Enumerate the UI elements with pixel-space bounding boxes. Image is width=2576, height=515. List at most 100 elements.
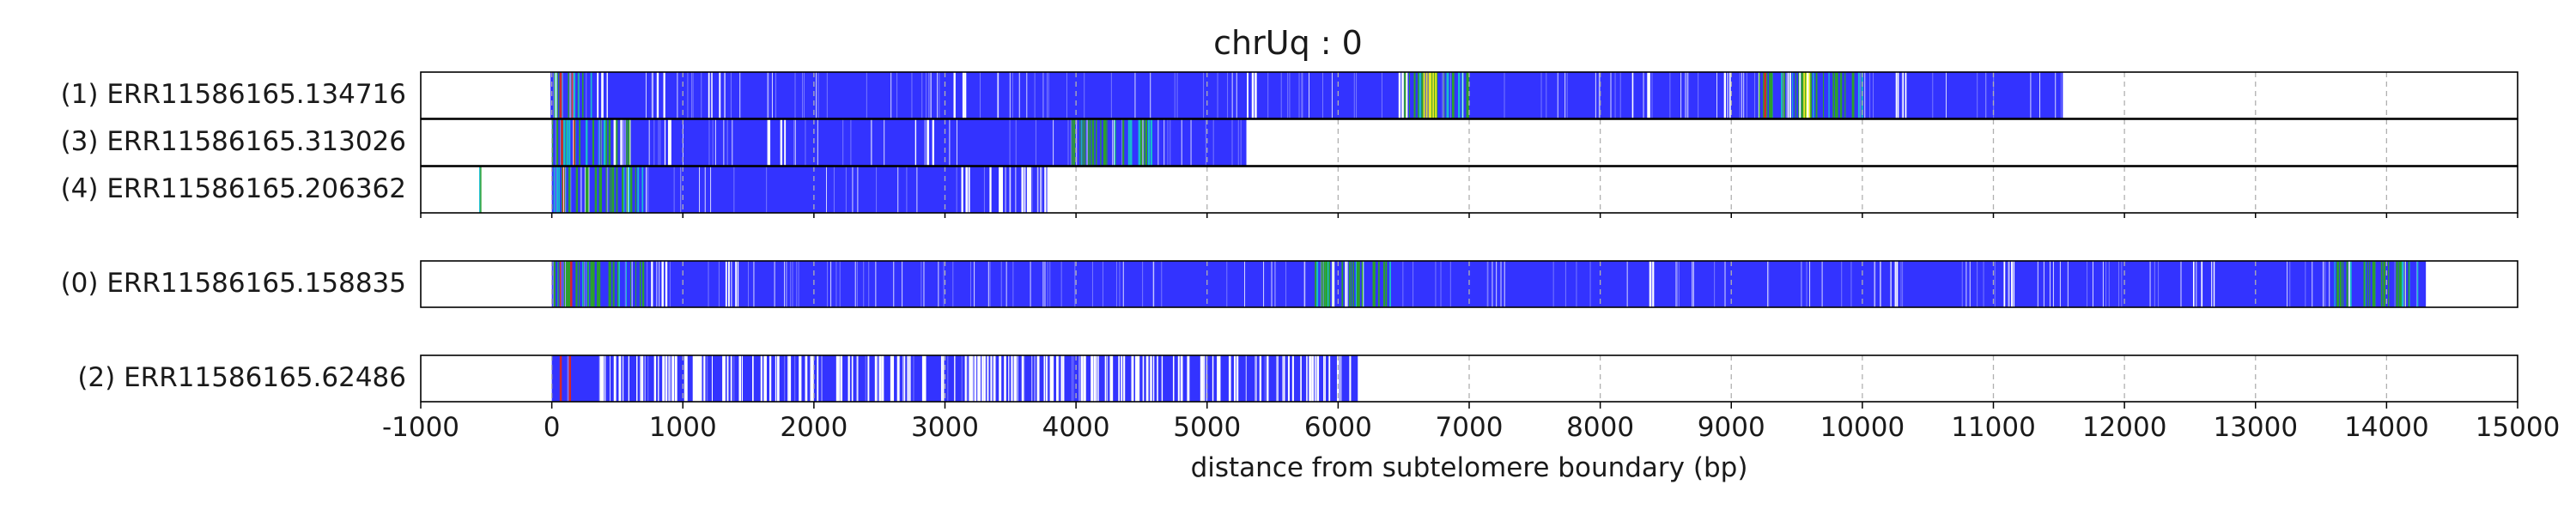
- texture-stripe: [1041, 167, 1042, 213]
- texture-stripe: [2329, 261, 2330, 307]
- green-stripe: [1348, 261, 1351, 307]
- green-stripe: [609, 119, 611, 166]
- gap-stripe: [1631, 72, 1634, 118]
- green-stripe: [557, 261, 559, 307]
- texture-stripe: [1134, 72, 1136, 118]
- gap-stripe: [1406, 72, 1408, 118]
- gap-stripe: [835, 355, 839, 402]
- gap-stripe: [1266, 355, 1269, 402]
- gap-stripe: [700, 355, 702, 402]
- texture-stripe: [1114, 119, 1115, 166]
- texture-stripe: [645, 72, 647, 118]
- texture-stripe: [680, 167, 682, 213]
- gap-stripe: [775, 355, 777, 402]
- gap-stripe: [1036, 355, 1040, 402]
- texture-stripe: [739, 72, 741, 118]
- green-stripe: [585, 119, 588, 166]
- gap-stripe: [1807, 72, 1809, 118]
- texture-stripe: [1226, 261, 1228, 307]
- texture-stripe: [584, 167, 586, 213]
- gap-stripe: [1043, 355, 1046, 402]
- green-stripe: [639, 261, 641, 307]
- gap-stripe: [719, 72, 721, 118]
- green-stripe: [1147, 119, 1150, 166]
- green-stripe: [1084, 119, 1086, 166]
- texture-stripe: [974, 261, 975, 307]
- texture-stripe: [2404, 261, 2406, 307]
- gap-stripe: [1082, 355, 1084, 402]
- gap-stripe: [665, 261, 668, 307]
- gap-stripe: [848, 355, 849, 402]
- texture-stripe: [1614, 72, 1616, 118]
- gap-stripe: [1300, 355, 1302, 402]
- gap-stripe: [892, 355, 895, 402]
- texture-stripe: [966, 355, 968, 402]
- texture-stripe: [997, 72, 999, 118]
- texture-stripe: [673, 167, 675, 213]
- texture-stripe: [927, 72, 929, 118]
- gap-stripe: [696, 355, 698, 402]
- texture-stripe: [1057, 355, 1059, 402]
- green-stripe: [2336, 261, 2339, 307]
- green-stripe: [577, 72, 579, 118]
- gap-stripe: [2011, 261, 2014, 307]
- gap-stripe: [651, 261, 653, 307]
- texture-stripe: [606, 167, 608, 213]
- gap-stripe: [723, 355, 726, 402]
- gap-stripe: [1118, 355, 1121, 402]
- texture-stripe: [1119, 261, 1121, 307]
- green-stripe: [598, 167, 600, 213]
- texture-stripe: [2105, 261, 2107, 307]
- gap-stripe: [799, 355, 802, 402]
- x-tick-label: 0: [543, 412, 561, 443]
- texture-stripe: [1042, 261, 1044, 307]
- texture-stripe: [816, 72, 817, 118]
- green-stripe: [1451, 72, 1454, 118]
- gap-stripe: [1291, 355, 1294, 402]
- gap-stripe: [1652, 261, 1655, 307]
- gap-stripe: [727, 261, 730, 307]
- green-stripe: [1361, 261, 1364, 307]
- texture-stripe: [708, 72, 710, 118]
- texture-stripe: [825, 167, 827, 213]
- green-stripe: [641, 167, 644, 213]
- texture-stripe: [609, 355, 611, 402]
- gap-stripe: [805, 355, 808, 402]
- gap-stripe: [1021, 355, 1024, 402]
- read-label: (0) ERR11586165.158835: [60, 268, 406, 299]
- gap-stripe: [1000, 167, 1004, 213]
- texture-stripe: [651, 72, 653, 118]
- read-row: [420, 166, 2518, 214]
- texture-stripe: [1932, 72, 1934, 118]
- gap-stripe: [1152, 355, 1155, 402]
- texture-stripe: [668, 355, 670, 402]
- texture-stripe: [907, 355, 908, 402]
- texture-stripe: [1321, 72, 1323, 118]
- texture-stripe: [1000, 261, 1002, 307]
- texture-stripe: [1070, 119, 1072, 166]
- x-tick-label: 10000: [1820, 412, 1905, 443]
- texture-stripe: [983, 167, 985, 213]
- green-stripe: [1857, 72, 1860, 118]
- gap-stripe: [1135, 355, 1138, 402]
- texture-stripe: [1462, 72, 1464, 118]
- gap-stripe: [629, 119, 631, 166]
- texture-stripe: [2039, 72, 2041, 118]
- green-stripe: [1145, 119, 1148, 166]
- texture-stripe: [2008, 261, 2009, 307]
- gap-stripe: [1181, 355, 1183, 402]
- texture-stripe: [1869, 72, 1871, 118]
- green-stripe: [1798, 72, 1800, 118]
- green-stripe: [609, 167, 611, 213]
- texture-stripe: [1122, 261, 1124, 307]
- gap-stripe: [1789, 72, 1791, 118]
- texture-stripe: [866, 72, 867, 118]
- green-stripe: [1844, 72, 1846, 118]
- green-stripe: [1355, 261, 1358, 307]
- texture-stripe: [1651, 72, 1653, 118]
- gap-stripe: [1723, 72, 1727, 118]
- texture-stripe: [748, 261, 750, 307]
- green-stripe: [2396, 261, 2398, 307]
- green-stripe: [1096, 119, 1097, 166]
- texture-stripe: [2179, 261, 2181, 307]
